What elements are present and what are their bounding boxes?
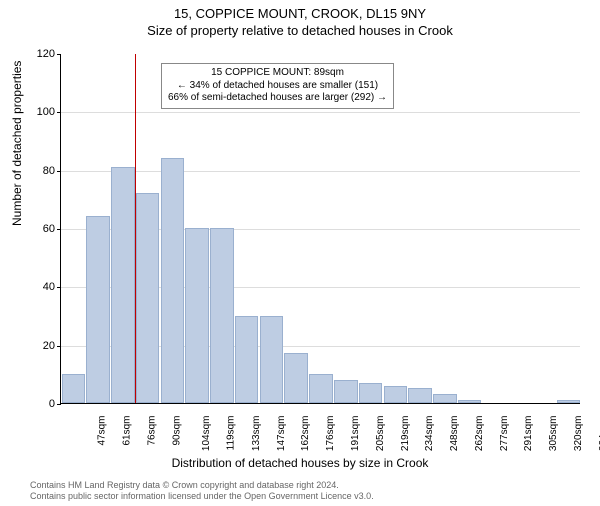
bar xyxy=(111,167,135,403)
page-title: 15, COPPICE MOUNT, CROOK, DL15 9NY xyxy=(0,6,600,21)
xtick-label: 162sqm xyxy=(301,416,312,452)
bar xyxy=(62,374,86,403)
xtick-label: 76sqm xyxy=(146,416,157,446)
bar xyxy=(136,193,160,403)
footer-line2: Contains public sector information licen… xyxy=(30,491,374,502)
ytick-mark xyxy=(57,404,61,405)
ytick-label: 60 xyxy=(25,223,55,235)
xtick-label: 90sqm xyxy=(171,416,182,446)
bar xyxy=(284,353,308,403)
annotation-box: 15 COPPICE MOUNT: 89sqm ← 34% of detache… xyxy=(161,63,394,109)
ytick-label: 80 xyxy=(25,165,55,177)
ytick-mark xyxy=(57,54,61,55)
gridline xyxy=(61,112,580,113)
bar xyxy=(334,380,358,403)
xtick-label: 234sqm xyxy=(424,416,435,452)
bar xyxy=(433,394,457,403)
ytick-mark xyxy=(57,171,61,172)
reference-line xyxy=(135,54,136,403)
xtick-label: 119sqm xyxy=(226,416,237,451)
footer-attribution: Contains HM Land Registry data © Crown c… xyxy=(30,480,374,502)
bar xyxy=(458,400,482,403)
y-axis-label: Number of detached properties xyxy=(10,61,24,226)
ytick-label: 120 xyxy=(25,48,55,60)
xtick-label: 248sqm xyxy=(449,416,460,452)
xtick-label: 104sqm xyxy=(202,416,213,452)
xtick-label: 147sqm xyxy=(276,416,287,452)
page-subtitle: Size of property relative to detached ho… xyxy=(0,23,600,38)
ytick-label: 0 xyxy=(25,398,55,410)
xtick-label: 47sqm xyxy=(97,416,108,446)
xtick-label: 176sqm xyxy=(325,416,336,452)
xtick-label: 277sqm xyxy=(499,416,510,452)
annotation-line2: ← 34% of detached houses are smaller (15… xyxy=(168,80,387,93)
xtick-label: 320sqm xyxy=(573,416,584,452)
bar xyxy=(359,383,383,403)
xtick-label: 191sqm xyxy=(350,416,361,452)
ytick-mark xyxy=(57,229,61,230)
bar xyxy=(86,216,110,403)
footer-line1: Contains HM Land Registry data © Crown c… xyxy=(30,480,374,491)
bar xyxy=(309,374,333,403)
xtick-label: 205sqm xyxy=(375,416,386,452)
xtick-label: 61sqm xyxy=(122,416,133,446)
bar xyxy=(384,386,408,404)
xtick-label: 262sqm xyxy=(474,416,485,452)
x-axis-label: Distribution of detached houses by size … xyxy=(0,456,600,470)
bar xyxy=(260,316,284,404)
xtick-label: 291sqm xyxy=(523,416,534,452)
bar xyxy=(210,228,234,403)
annotation-line3: 66% of semi-detached houses are larger (… xyxy=(168,92,387,105)
ytick-label: 40 xyxy=(25,281,55,293)
xtick-label: 305sqm xyxy=(548,416,559,452)
bar xyxy=(185,228,209,403)
bar xyxy=(235,316,259,404)
ytick-label: 100 xyxy=(25,106,55,118)
bar xyxy=(161,158,185,403)
bar xyxy=(408,388,432,403)
gridline xyxy=(61,171,580,172)
chart-area: 15 COPPICE MOUNT: 89sqm ← 34% of detache… xyxy=(60,54,580,429)
xtick-label: 133sqm xyxy=(251,416,262,452)
xtick-label: 219sqm xyxy=(400,416,411,452)
ytick-mark xyxy=(57,287,61,288)
plot-region: 15 COPPICE MOUNT: 89sqm ← 34% of detache… xyxy=(60,54,580,404)
bar xyxy=(557,400,581,403)
ytick-label: 20 xyxy=(25,340,55,352)
ytick-mark xyxy=(57,346,61,347)
ytick-mark xyxy=(57,112,61,113)
annotation-line1: 15 COPPICE MOUNT: 89sqm xyxy=(168,67,387,80)
